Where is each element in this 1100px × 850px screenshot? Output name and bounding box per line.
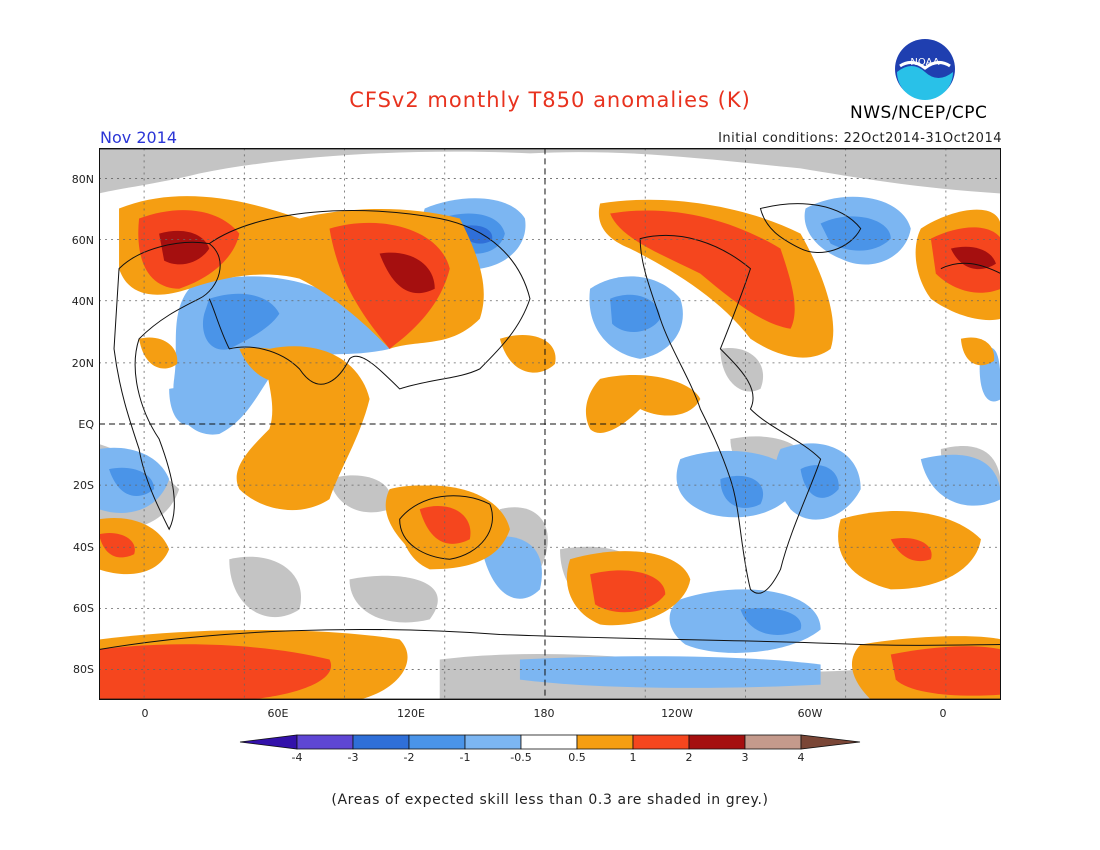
equator-dateline	[99, 148, 1001, 700]
colorbar-segment	[688, 734, 746, 750]
lon-label: 60E	[267, 707, 289, 720]
lat-label: 80S	[73, 663, 94, 676]
colorbar-segment	[744, 734, 802, 750]
lon-label: 180	[533, 707, 555, 720]
colorbar-tick: -1	[459, 751, 471, 764]
colorbar-segment	[632, 734, 690, 750]
map-title: CFSv2 monthly T850 anomalies (K)	[349, 88, 751, 112]
colorbar-tick: -2	[403, 751, 415, 764]
lat-label: 20S	[73, 479, 94, 492]
agency-label: NWS/NCEP/CPC	[850, 103, 988, 123]
lat-label: 60S	[73, 602, 94, 615]
lon-label: 120E	[397, 707, 425, 720]
lat-label: 40N	[71, 295, 94, 308]
lat-label: 80N	[71, 173, 94, 186]
colorbar-segment	[408, 734, 466, 750]
colorbar-tick: -4	[291, 751, 303, 764]
colorbar-segment	[352, 734, 410, 750]
lon-label: 60W	[797, 707, 823, 720]
colorbar-tick: 4	[797, 751, 805, 764]
lat-label: 20N	[71, 357, 94, 370]
colorbar-tick: 0.5	[568, 751, 586, 764]
colorbar-segment	[520, 734, 578, 750]
colorbar-segment	[296, 734, 354, 750]
initial-conditions: Initial conditions: 22Oct2014-31Oct2014	[718, 131, 1002, 146]
colorbar	[239, 734, 861, 750]
forecast-month: Nov 2014	[100, 128, 178, 147]
noaa-logo: NOAA	[894, 38, 956, 100]
colorbar-segment	[800, 734, 861, 750]
colorbar-segment	[239, 734, 298, 750]
anomaly-map	[99, 148, 1001, 700]
lat-label: EQ	[78, 418, 94, 431]
colorbar-segment	[576, 734, 634, 750]
coastlines	[99, 203, 1001, 650]
lon-label: 0	[939, 707, 947, 720]
colorbar-tick: 1	[629, 751, 637, 764]
colorbar-tick: 2	[685, 751, 693, 764]
lat-label: 40S	[73, 541, 94, 554]
lat-label: 60N	[71, 234, 94, 247]
colorbar-tick: -3	[347, 751, 359, 764]
svg-text:NOAA: NOAA	[910, 57, 939, 68]
colorbar-tick: 3	[741, 751, 749, 764]
skill-footnote: (Areas of expected skill less than 0.3 a…	[331, 792, 769, 808]
positive-anomalies	[99, 196, 1001, 700]
colorbar-tick: -0.5	[510, 751, 532, 764]
lon-label: 0	[141, 707, 149, 720]
lon-label: 120W	[661, 707, 693, 720]
colorbar-segment	[464, 734, 522, 750]
lat-lon-grid	[99, 148, 1001, 700]
